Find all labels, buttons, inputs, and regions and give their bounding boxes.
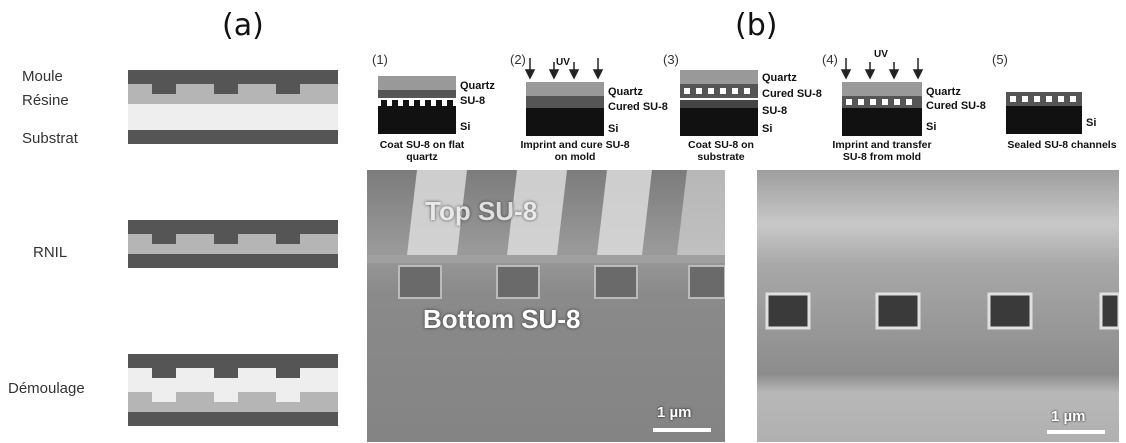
scale-bar-right [1047, 430, 1105, 434]
step-1-layer-quartz: Quartz [460, 80, 495, 92]
step-2-diagram [526, 82, 604, 136]
top-su8-label: Top SU-8 [425, 196, 538, 226]
step-2-uv-label: UV [556, 57, 570, 68]
step-1-caption: Coat SU-8 on flat quartz [379, 139, 465, 163]
step-2-layer-cured: Cured SU-8 [608, 101, 668, 113]
mold-tooth [276, 84, 300, 94]
step-3-number: (3) [663, 52, 679, 67]
step-2-number: (2) [510, 52, 526, 67]
step-4-diagram [842, 82, 922, 136]
step-5-diagram [1006, 92, 1082, 134]
sem-image-right: 1 µm [757, 170, 1119, 442]
step-1-layer-su8: SU-8 [460, 95, 486, 107]
label-resine: Résine [22, 92, 69, 109]
gap-layer [128, 104, 338, 130]
resin-layer [128, 84, 152, 94]
sem-image-left: Top SU-8 Bottom SU-8 1 µm [367, 170, 725, 442]
label-moule: Moule [22, 68, 63, 85]
schematic-stage-rnil [128, 220, 338, 268]
step-2-layer-si: Si [608, 123, 619, 135]
panel-label-a: (a) [222, 8, 264, 43]
mold-tooth [152, 84, 176, 94]
step-4-caption: Imprint and transfer SU-8 from mold [832, 139, 932, 163]
label-rnil: RNIL [33, 244, 68, 261]
step-3-caption: Coat SU-8 on substrate [688, 139, 754, 163]
bottom-su8-label: Bottom SU-8 [423, 304, 581, 334]
step-3-diagram [680, 70, 758, 136]
scale-label-right: 1 µm [1051, 408, 1086, 425]
step-4-number: (4) [822, 52, 838, 67]
scale-bar-left [653, 428, 711, 432]
schematic-stage-demoulage [128, 354, 338, 426]
mold-tooth [214, 84, 238, 94]
step-2-layer-quartz: Quartz [608, 86, 643, 98]
step-3-layer-quartz: Quartz [762, 72, 797, 84]
step-1-layer-si: Si [460, 121, 471, 133]
step-4-uv-label: UV [874, 49, 888, 60]
step-4-layer-si: Si [926, 121, 937, 133]
schematic-stage-initial [128, 70, 338, 144]
step-5-caption: Sealed SU-8 channels [1007, 139, 1117, 151]
rnil-process-schematic [128, 70, 338, 426]
step-3-layer-si: Si [762, 123, 773, 135]
step-3-layer-cured: Cured SU-8 [762, 88, 822, 100]
step-2-caption: Imprint and cure SU-8 on mold [520, 139, 630, 163]
substrate-layer [128, 130, 338, 144]
label-demoulage: Démoulage [8, 380, 85, 397]
mold-layer [128, 70, 338, 84]
step-5-number: (5) [992, 52, 1008, 67]
label-substrat: Substrat [22, 130, 78, 147]
panel-label-b: (b) [735, 8, 778, 43]
step-1-diagram [378, 76, 456, 134]
scale-label-left: 1 µm [657, 404, 692, 421]
step-1-number: (1) [372, 52, 388, 67]
step-3-layer-su8: SU-8 [762, 105, 788, 117]
step-4-layer-quartz: Quartz [926, 86, 961, 98]
step-5-layer-si: Si [1086, 117, 1097, 129]
step-2-uv-arrows [524, 58, 604, 80]
step-4-uv-arrows [840, 58, 924, 80]
step-4-layer-cured: Cured SU-8 [926, 100, 986, 112]
